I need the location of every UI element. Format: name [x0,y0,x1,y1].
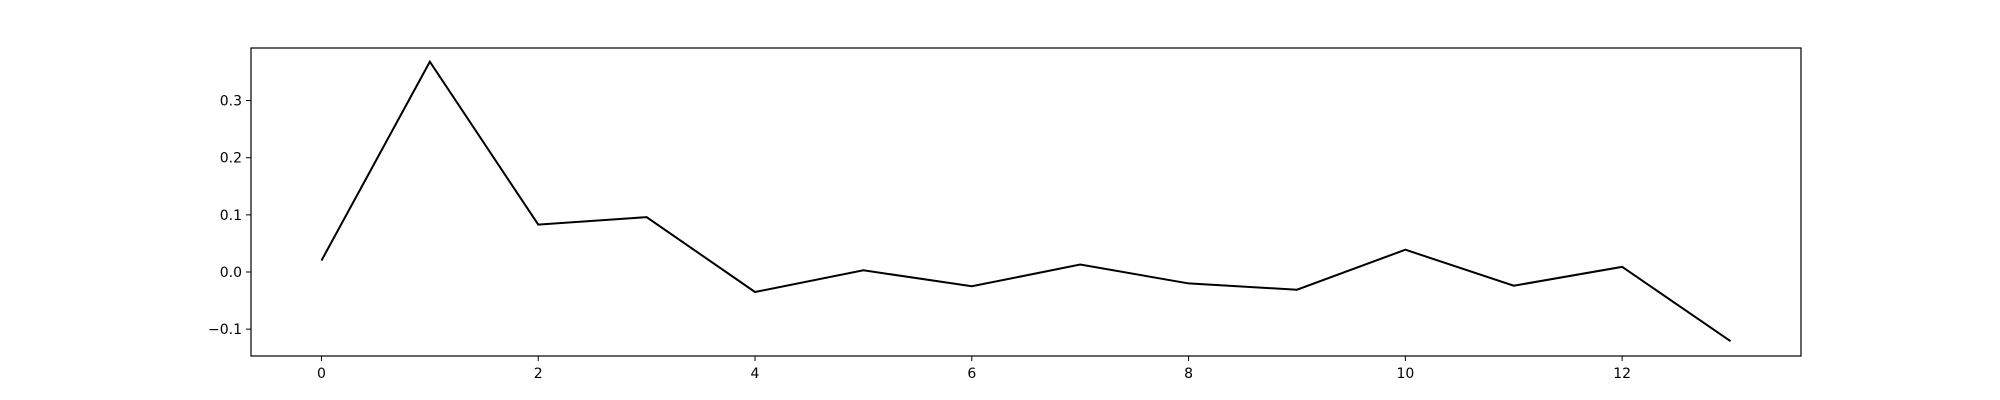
y-tick-label-3: 0.2 [220,151,242,167]
plot-marks [320,59,1732,342]
series-line-0 [320,59,1732,342]
x-tick-label-1: 2 [534,366,543,382]
x-tick-label-5: 10 [1396,366,1414,382]
plot-frame [250,47,1802,357]
y-tick-label-0: −0.1 [208,322,242,338]
x-tick-label-4: 8 [1184,366,1193,382]
x-tick-label-6: 12 [1613,366,1631,382]
y-tick-label-4: 0.3 [220,94,242,110]
y-tick-label-2: 0.1 [220,208,242,224]
x-axis: 0 2 4 6 8 10 12 [317,356,1631,382]
x-tick-label-0: 0 [317,366,326,382]
x-tick-label-2: 4 [751,366,760,382]
y-axis: −0.1 0.0 0.1 0.2 0.3 [208,94,251,338]
y-tick-label-1: 0.0 [220,265,242,281]
x-tick-label-3: 6 [967,366,976,382]
